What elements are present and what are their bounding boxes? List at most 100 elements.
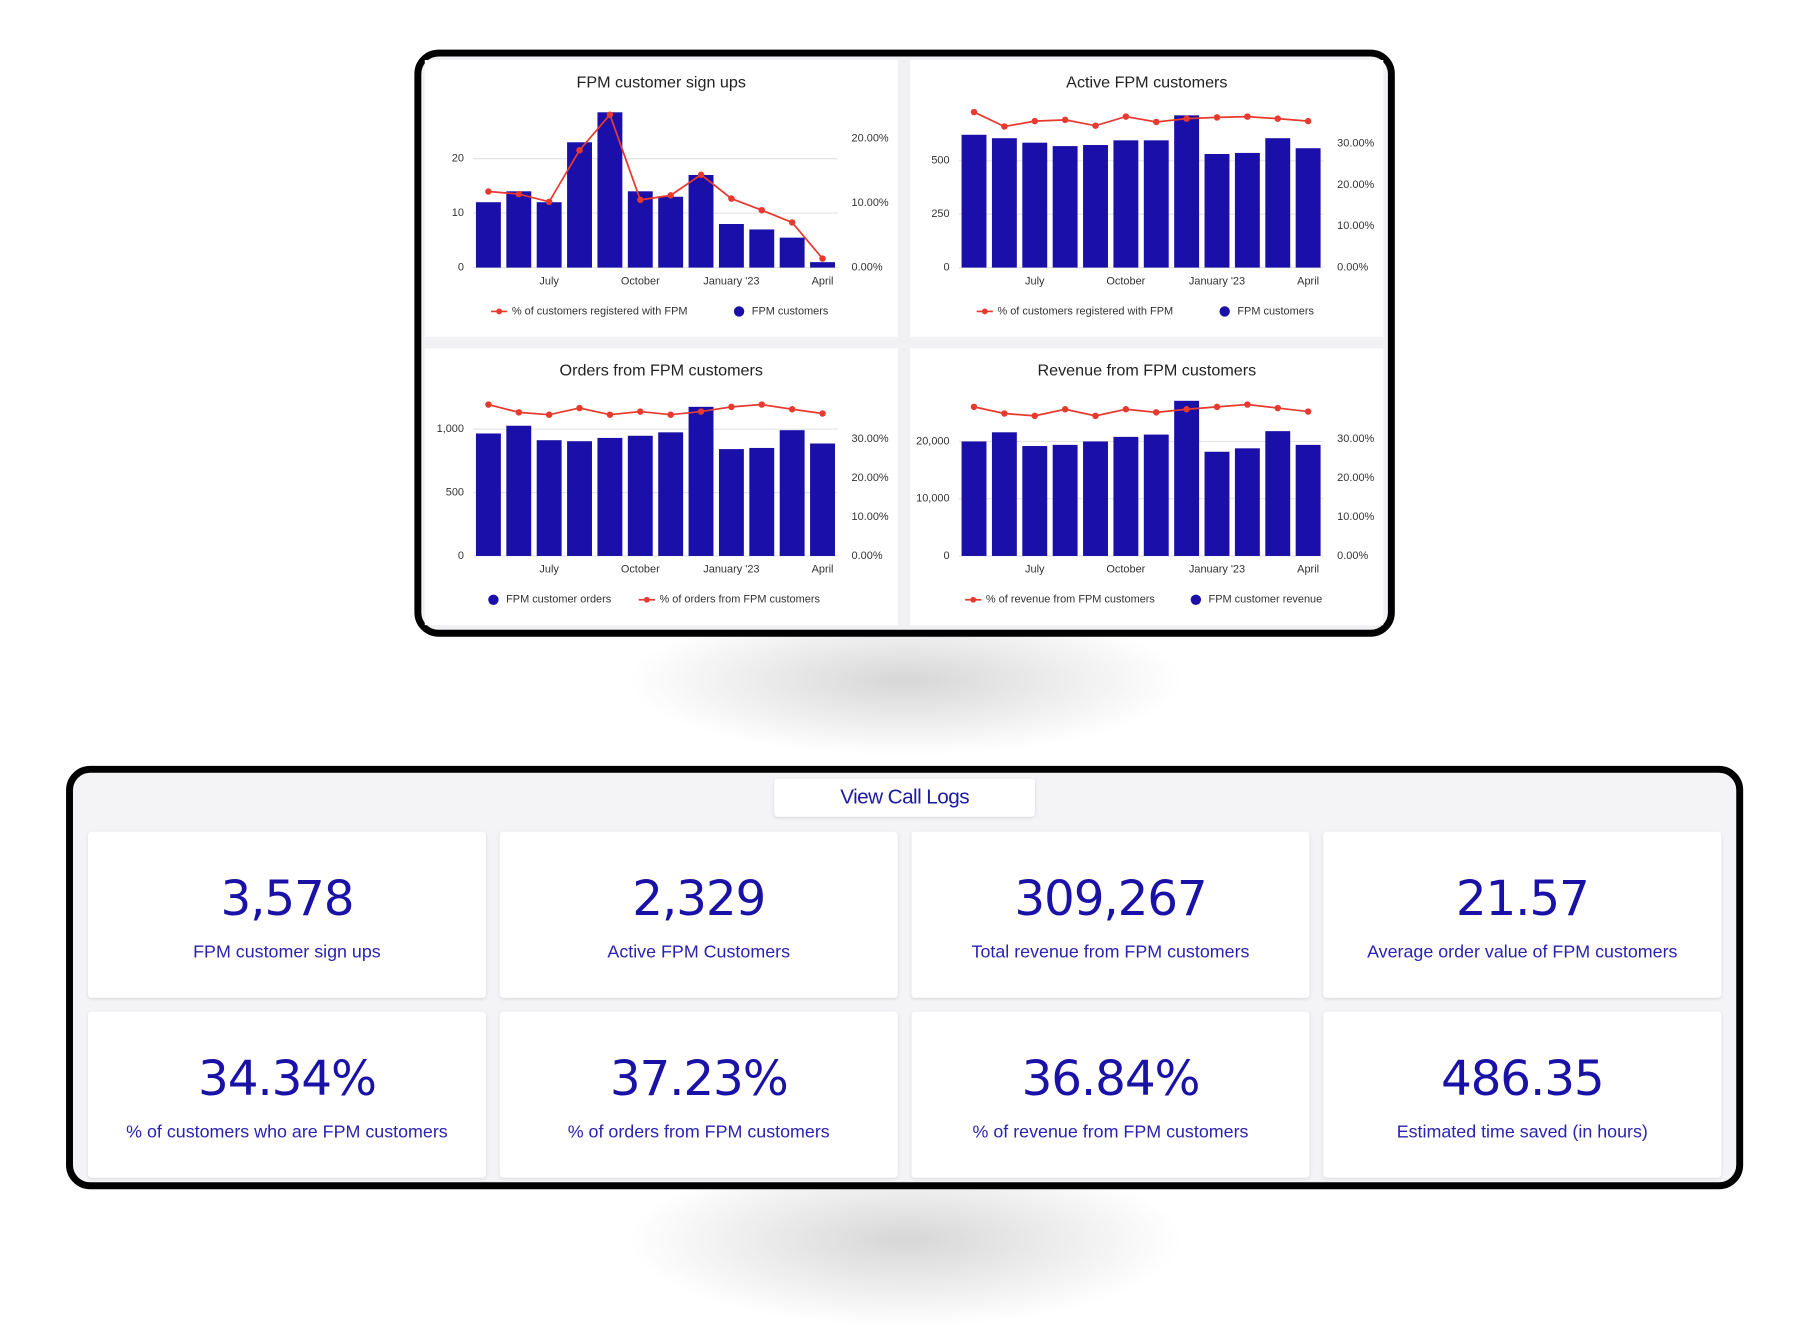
line-point [1213, 114, 1221, 121]
bar [810, 443, 835, 556]
line-point [819, 255, 826, 262]
legend-label: FPM customer orders [506, 594, 612, 606]
bar [961, 134, 987, 268]
kpi-label: FPM customer sign ups [193, 941, 381, 961]
legend-label: FPM customers [1237, 305, 1314, 317]
legend-swatch [488, 594, 499, 605]
kpi-label: Active FPM Customers [607, 941, 790, 961]
bar [1204, 451, 1230, 556]
kpi-card [87, 831, 486, 998]
kpi-label: Estimated time saved (in hours) [1397, 1121, 1648, 1141]
legend-swatch [733, 306, 745, 317]
line-point [1031, 117, 1038, 125]
bar [1174, 400, 1200, 556]
kpi-card [499, 831, 898, 998]
y-tick-label: 0 [458, 261, 464, 273]
line-point [1061, 405, 1069, 413]
line-point [758, 401, 766, 408]
bar [536, 440, 562, 556]
bar [567, 441, 592, 556]
line-point [1153, 118, 1160, 126]
bar [779, 430, 805, 556]
button[interactable] [774, 778, 1035, 817]
y2-tick-label: 10.00% [1337, 511, 1374, 523]
y-tick-label: 0 [944, 550, 950, 562]
y-tick-label: 250 [931, 208, 949, 220]
kpi-label: Total revenue from FPM customers [972, 941, 1250, 961]
bar [1295, 148, 1321, 268]
bar [749, 229, 775, 268]
y2-tick-label: 30.00% [1337, 138, 1374, 150]
y-tick-label: 10,000 [916, 493, 949, 505]
bar [475, 202, 501, 268]
y2-tick-label: 0.00% [852, 550, 883, 562]
bar [567, 142, 592, 268]
button-label[interactable]: View Call Logs [840, 786, 970, 809]
bar [1083, 145, 1108, 268]
kpi-value: 34.34% [198, 1051, 376, 1107]
y-tick-label: 0 [458, 550, 464, 562]
line-point [1304, 117, 1312, 125]
y-tick-label: 10 [452, 207, 464, 219]
bar [991, 138, 1017, 268]
x-tick-label: July [1025, 275, 1045, 287]
y2-tick-label: 10.00% [1337, 220, 1374, 232]
kpi-card [1323, 1011, 1722, 1178]
y2-tick-label: 0.00% [852, 261, 883, 273]
y-tick-label: 20 [452, 153, 464, 165]
y2-tick-label: 30.00% [1337, 433, 1374, 445]
kpis: 3,578 FPM customer sign ups 2,329 Active FP… [87, 831, 1722, 1178]
line-point [667, 411, 674, 418]
y-tick-label: 500 [446, 486, 464, 498]
line-point [970, 108, 978, 116]
kpi-value: 3,578 [220, 871, 353, 927]
kpi-value: 36.84% [1022, 1051, 1200, 1107]
kpi-label: % of customers who are FPM customers [126, 1121, 448, 1141]
y-tick-label: 500 [931, 155, 949, 167]
line-point [1122, 113, 1130, 120]
bar [597, 437, 623, 556]
bar [1265, 138, 1291, 268]
bar [810, 262, 835, 268]
bar [658, 432, 684, 556]
x-tick-label: April [812, 275, 834, 287]
line-point [1274, 404, 1281, 412]
x-tick-label: October [621, 564, 660, 576]
x-tick-label: October [1106, 564, 1145, 576]
line-point [758, 206, 766, 214]
x-tick-label: January '23 [703, 275, 759, 287]
bar [718, 224, 744, 268]
line-point [1092, 122, 1099, 129]
x-tick-label: October [1106, 275, 1145, 287]
line-point [1153, 409, 1160, 416]
line-point [1183, 115, 1190, 122]
line-point [485, 188, 492, 195]
legend-label: % of orders from FPM customers [660, 594, 821, 606]
bar [597, 112, 623, 268]
line-point [1244, 401, 1251, 408]
line [488, 403, 823, 416]
chart: Orders from FPM customers 0 500 1,000 0.00% 1… [424, 348, 898, 626]
legend-swatch [1190, 594, 1202, 605]
line-point [697, 408, 705, 415]
line [973, 403, 1309, 417]
bar [627, 191, 653, 268]
legend-label: % of customers registered with FPM [512, 305, 688, 317]
line-point [1304, 408, 1312, 415]
bar [627, 435, 653, 556]
line-point [728, 403, 735, 411]
line-point [819, 410, 826, 417]
bar [961, 441, 987, 556]
line [973, 111, 1309, 128]
bar [1143, 434, 1169, 556]
kpi-value: 21.57 [1456, 871, 1589, 927]
y2-tick-label: 10.00% [852, 511, 889, 523]
kpi-card [911, 831, 1310, 998]
bar [506, 191, 532, 268]
y2-tick-label: 0.00% [1337, 261, 1368, 273]
bar [1295, 444, 1321, 556]
bar [688, 406, 714, 556]
kpi-label: % of orders from FPM customers [568, 1121, 830, 1141]
bar [1083, 441, 1108, 556]
